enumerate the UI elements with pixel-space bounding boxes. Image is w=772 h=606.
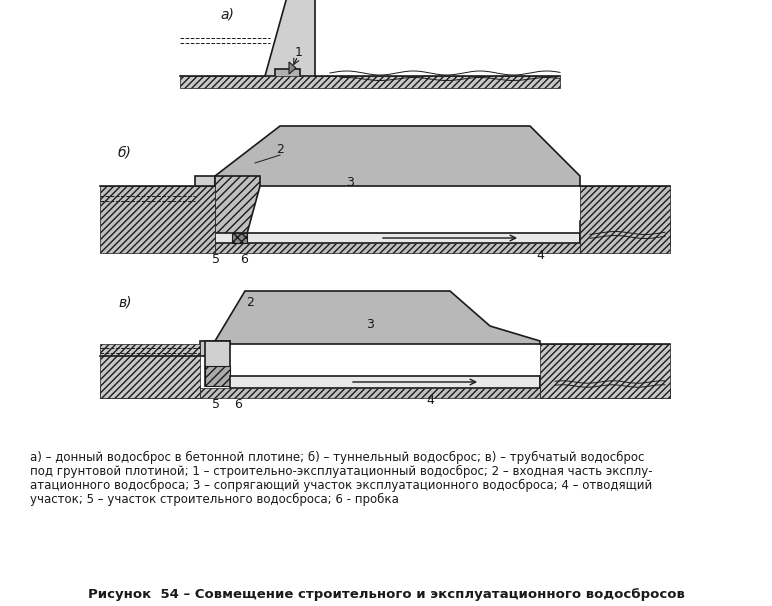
Polygon shape	[195, 176, 215, 241]
Polygon shape	[180, 76, 560, 88]
Text: 4: 4	[536, 249, 544, 262]
Text: 2: 2	[276, 143, 284, 156]
Polygon shape	[580, 221, 670, 246]
Bar	[215, 233, 580, 243]
Polygon shape	[200, 291, 540, 344]
Text: 1: 1	[295, 46, 303, 59]
Text: 4: 4	[426, 394, 434, 407]
Text: 6: 6	[240, 253, 248, 266]
Bar	[580, 186, 670, 253]
Text: в): в)	[118, 296, 131, 310]
Text: участок; 5 – участок строительного водосброса; 6 - пробка: участок; 5 – участок строительного водос…	[30, 493, 399, 506]
Bar	[232, 233, 247, 243]
Bar	[540, 388, 670, 398]
Polygon shape	[200, 341, 230, 356]
Bar	[100, 386, 200, 398]
Bar	[100, 186, 215, 253]
Polygon shape	[215, 176, 260, 241]
Text: а) – донный водосброс в бетонной плотине; б) – туннельный водосброс; в) – трубча: а) – донный водосброс в бетонной плотине…	[30, 451, 645, 464]
Text: 2: 2	[246, 296, 254, 309]
Polygon shape	[215, 126, 580, 186]
Bar	[100, 344, 200, 398]
Bar	[205, 341, 230, 386]
Text: атационного водосброса; 3 – сопрягающий участок эксплуатационного водосброса; 4 : атационного водосброса; 3 – сопрягающий …	[30, 479, 652, 492]
Text: 6: 6	[234, 398, 242, 411]
Bar	[275, 69, 300, 79]
Bar	[540, 376, 630, 391]
Text: 5: 5	[212, 398, 220, 411]
Text: 3: 3	[366, 318, 374, 331]
Bar	[230, 376, 540, 388]
Text: б): б)	[118, 146, 132, 160]
Text: под грунтовой плотиной; 1 – строительно-эксплуатационный водосброс; 2 – входная : под грунтовой плотиной; 1 – строительно-…	[30, 465, 652, 478]
Bar	[200, 388, 540, 398]
Text: 5: 5	[212, 253, 220, 266]
Bar	[205, 366, 230, 386]
Bar	[540, 344, 670, 398]
Text: Рисунок  54 – Совмещение строительного и эксплуатационного водосбросов: Рисунок 54 – Совмещение строительного и …	[87, 588, 685, 601]
Polygon shape	[265, 0, 315, 76]
Text: 3: 3	[346, 176, 354, 189]
Text: а): а)	[220, 8, 234, 22]
Polygon shape	[289, 62, 296, 74]
Bar	[215, 243, 580, 253]
